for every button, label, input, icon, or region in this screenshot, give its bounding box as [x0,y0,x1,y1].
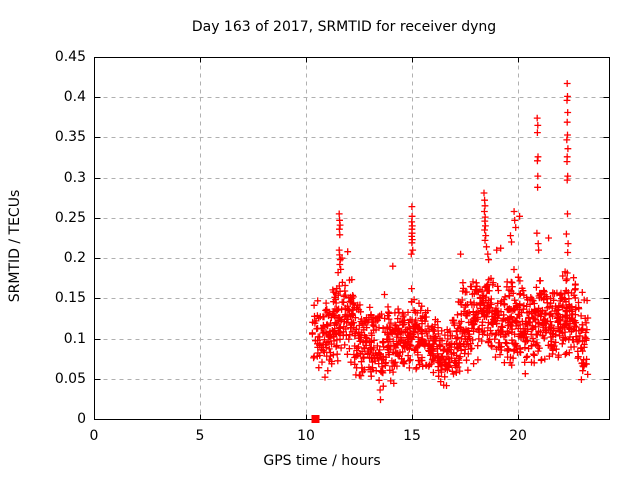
y-tick-label: 0.1 [63,331,86,347]
y-tick-label: 0.2 [63,250,86,266]
y-tick-label: 0.3 [63,170,86,186]
chart-title: Day 163 of 2017, SRMTID for receiver dyn… [191,19,497,35]
y-tick-label: 0.15 [54,290,86,306]
x-axis-label: GPS time / hours [263,453,381,469]
y-tick-label: 0.05 [54,371,86,387]
x-tick-label: 20 [509,428,527,444]
y-tick-label: 0.4 [63,89,86,105]
y-tick-label: 0.35 [54,129,86,145]
x-tick-label: 15 [403,428,421,444]
y-tick-label: 0 [77,411,86,427]
x-tick-label: 10 [297,428,315,444]
y-tick-label: 0.25 [54,210,86,226]
y-tick-label: 0.45 [54,49,86,65]
x-tick-label: 0 [89,428,99,444]
x-tick-label: 5 [195,428,205,444]
